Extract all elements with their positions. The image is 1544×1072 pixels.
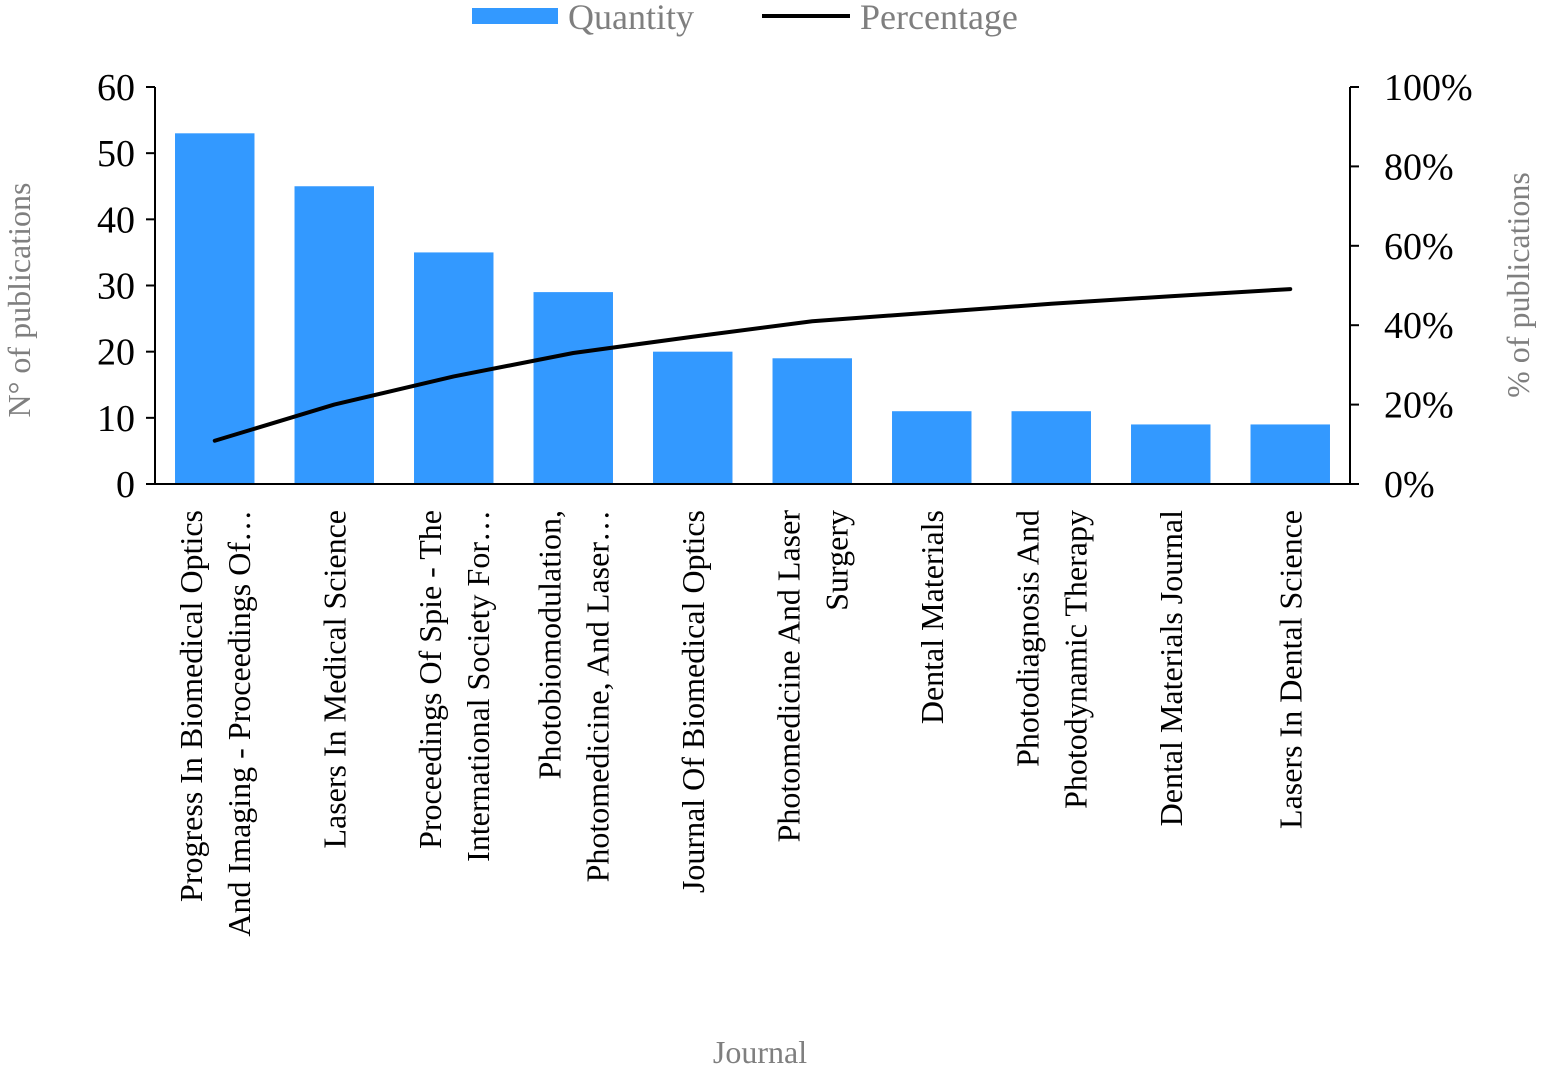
category-label-4: Photobiomodulation, Photomedicine, And La… [531, 510, 615, 882]
line-series [212, 287, 1293, 443]
y2-tick-label: 20% [1384, 385, 1454, 427]
bar-6 [772, 358, 852, 484]
legend-label-percentage: Percentage [860, 0, 1018, 37]
y-axis-title: N° of publications [1, 183, 37, 418]
category-label-7: Dental Materials [914, 510, 950, 724]
category-label-2: Lasers In Medical Science [316, 510, 352, 849]
bar-5 [653, 351, 733, 484]
x-axis-title: Journal [713, 1034, 807, 1070]
bar-2 [294, 186, 374, 484]
legend-label-quantity: Quantity [568, 0, 694, 37]
y-tick-label: 20 [97, 332, 135, 374]
bar-10 [1250, 424, 1330, 484]
category-label-10: Lasers In Dental Science [1272, 510, 1308, 829]
category-label-line: Progress In Biomedical Optics [173, 510, 209, 902]
y2-tick-label: 100% [1384, 67, 1473, 109]
y2-tick-label: 40% [1384, 305, 1454, 347]
category-label-9: Dental Materials Journal [1153, 510, 1189, 826]
category-label-line: Photodynamic Therapy [1057, 510, 1093, 809]
y-tick-label: 50 [97, 133, 135, 175]
category-label-line: Surgery [818, 510, 854, 611]
category-label-line: Photodiagnosis And [1009, 510, 1045, 767]
legend: Quantity Percentage [472, 0, 1018, 37]
category-label-line: Lasers In Dental Science [1272, 510, 1308, 829]
category-label-line: Lasers In Medical Science [316, 510, 352, 849]
y2-tick-label: 60% [1384, 226, 1454, 268]
bar-7 [892, 411, 972, 484]
bar-8 [1011, 411, 1091, 484]
y2-axis-title: % of publications [1500, 172, 1536, 398]
y2-tick-label: 0% [1384, 464, 1435, 506]
y-tick-label: 40 [97, 199, 135, 241]
category-label-line: International Society For… [460, 510, 496, 862]
bar-3 [414, 252, 494, 484]
category-label-1: Progress In Biomedical Optics And Imaging… [173, 510, 257, 937]
category-label-6: Photomedicine And Laser Surgery [770, 510, 854, 843]
category-label-line: Dental Materials [914, 510, 950, 724]
category-label-line: Dental Materials Journal [1153, 510, 1189, 826]
percentage-line [212, 287, 1293, 443]
bar-4 [533, 292, 613, 484]
y-tick-label: 30 [97, 266, 135, 308]
category-label-line: Photomedicine And Laser [770, 510, 806, 843]
category-label-3: Proceedings Of Spie - The International S… [412, 510, 496, 862]
y-tick-label: 10 [97, 398, 135, 440]
y-tick-label: 0 [116, 464, 135, 506]
bar-1 [175, 133, 255, 485]
category-labels: Progress In Biomedical Optics And Imaging… [173, 510, 1309, 937]
category-label-line: Photomedicine, And Laser… [579, 510, 615, 882]
axes: 0 10 20 30 40 50 60 0% 20% 40% 60% 80% 100% [97, 67, 1473, 506]
category-label-line: Proceedings Of Spie - The [412, 510, 448, 849]
category-label-line: And Imaging - Proceedings Of… [221, 510, 257, 937]
category-label-line: Photobiomodulation, [531, 510, 567, 779]
category-label-8: Photodiagnosis And Photodynamic Therapy [1009, 510, 1093, 809]
category-label-5: Journal Of Biomedical Optics [675, 510, 711, 893]
y-tick-label: 60 [97, 67, 135, 109]
category-label-line: Journal Of Biomedical Optics [675, 510, 711, 893]
bar-series [175, 133, 1330, 485]
legend-swatch-quantity [472, 8, 558, 24]
y2-tick-label: 80% [1384, 146, 1454, 188]
bar-9 [1131, 424, 1211, 484]
